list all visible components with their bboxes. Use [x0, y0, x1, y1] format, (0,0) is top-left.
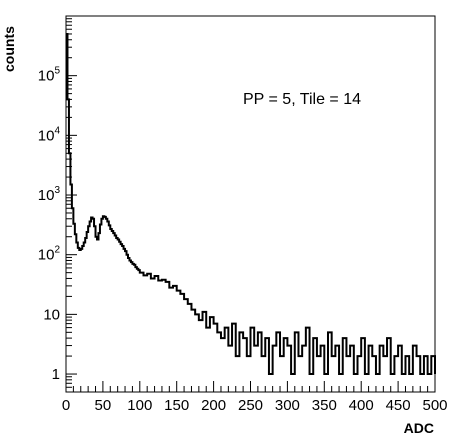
y-tick-label: 102 [38, 245, 61, 264]
x-tick-label: 500 [422, 397, 447, 414]
y-tick-label: 103 [38, 185, 61, 204]
x-axis: 0 50 100 150 200 250 300 350 400 450 500 [62, 381, 448, 414]
x-tick-label: 100 [127, 397, 152, 414]
x-tick-label: 350 [312, 397, 337, 414]
y-tick-label: 10 [43, 306, 60, 323]
x-tick-label: 50 [95, 397, 112, 414]
y-tick-label: 104 [38, 125, 61, 144]
y-tick-label: 1 [52, 366, 60, 383]
x-tick-label: 300 [275, 397, 300, 414]
x-tick-label: 200 [201, 397, 226, 414]
x-axis-label: ADC [404, 420, 434, 436]
x-tick-label: 450 [386, 397, 411, 414]
x-tick-label: 250 [238, 397, 263, 414]
x-tick-label: 400 [349, 397, 374, 414]
x-tick-label: 150 [164, 397, 189, 414]
x-tick-label: 0 [62, 397, 70, 414]
annotation-text: PP = 5, Tile = 14 [243, 91, 361, 108]
histogram-series-line [66, 32, 436, 376]
y-axis-label: counts [1, 26, 17, 72]
y-tick-label: 105 [38, 66, 61, 85]
